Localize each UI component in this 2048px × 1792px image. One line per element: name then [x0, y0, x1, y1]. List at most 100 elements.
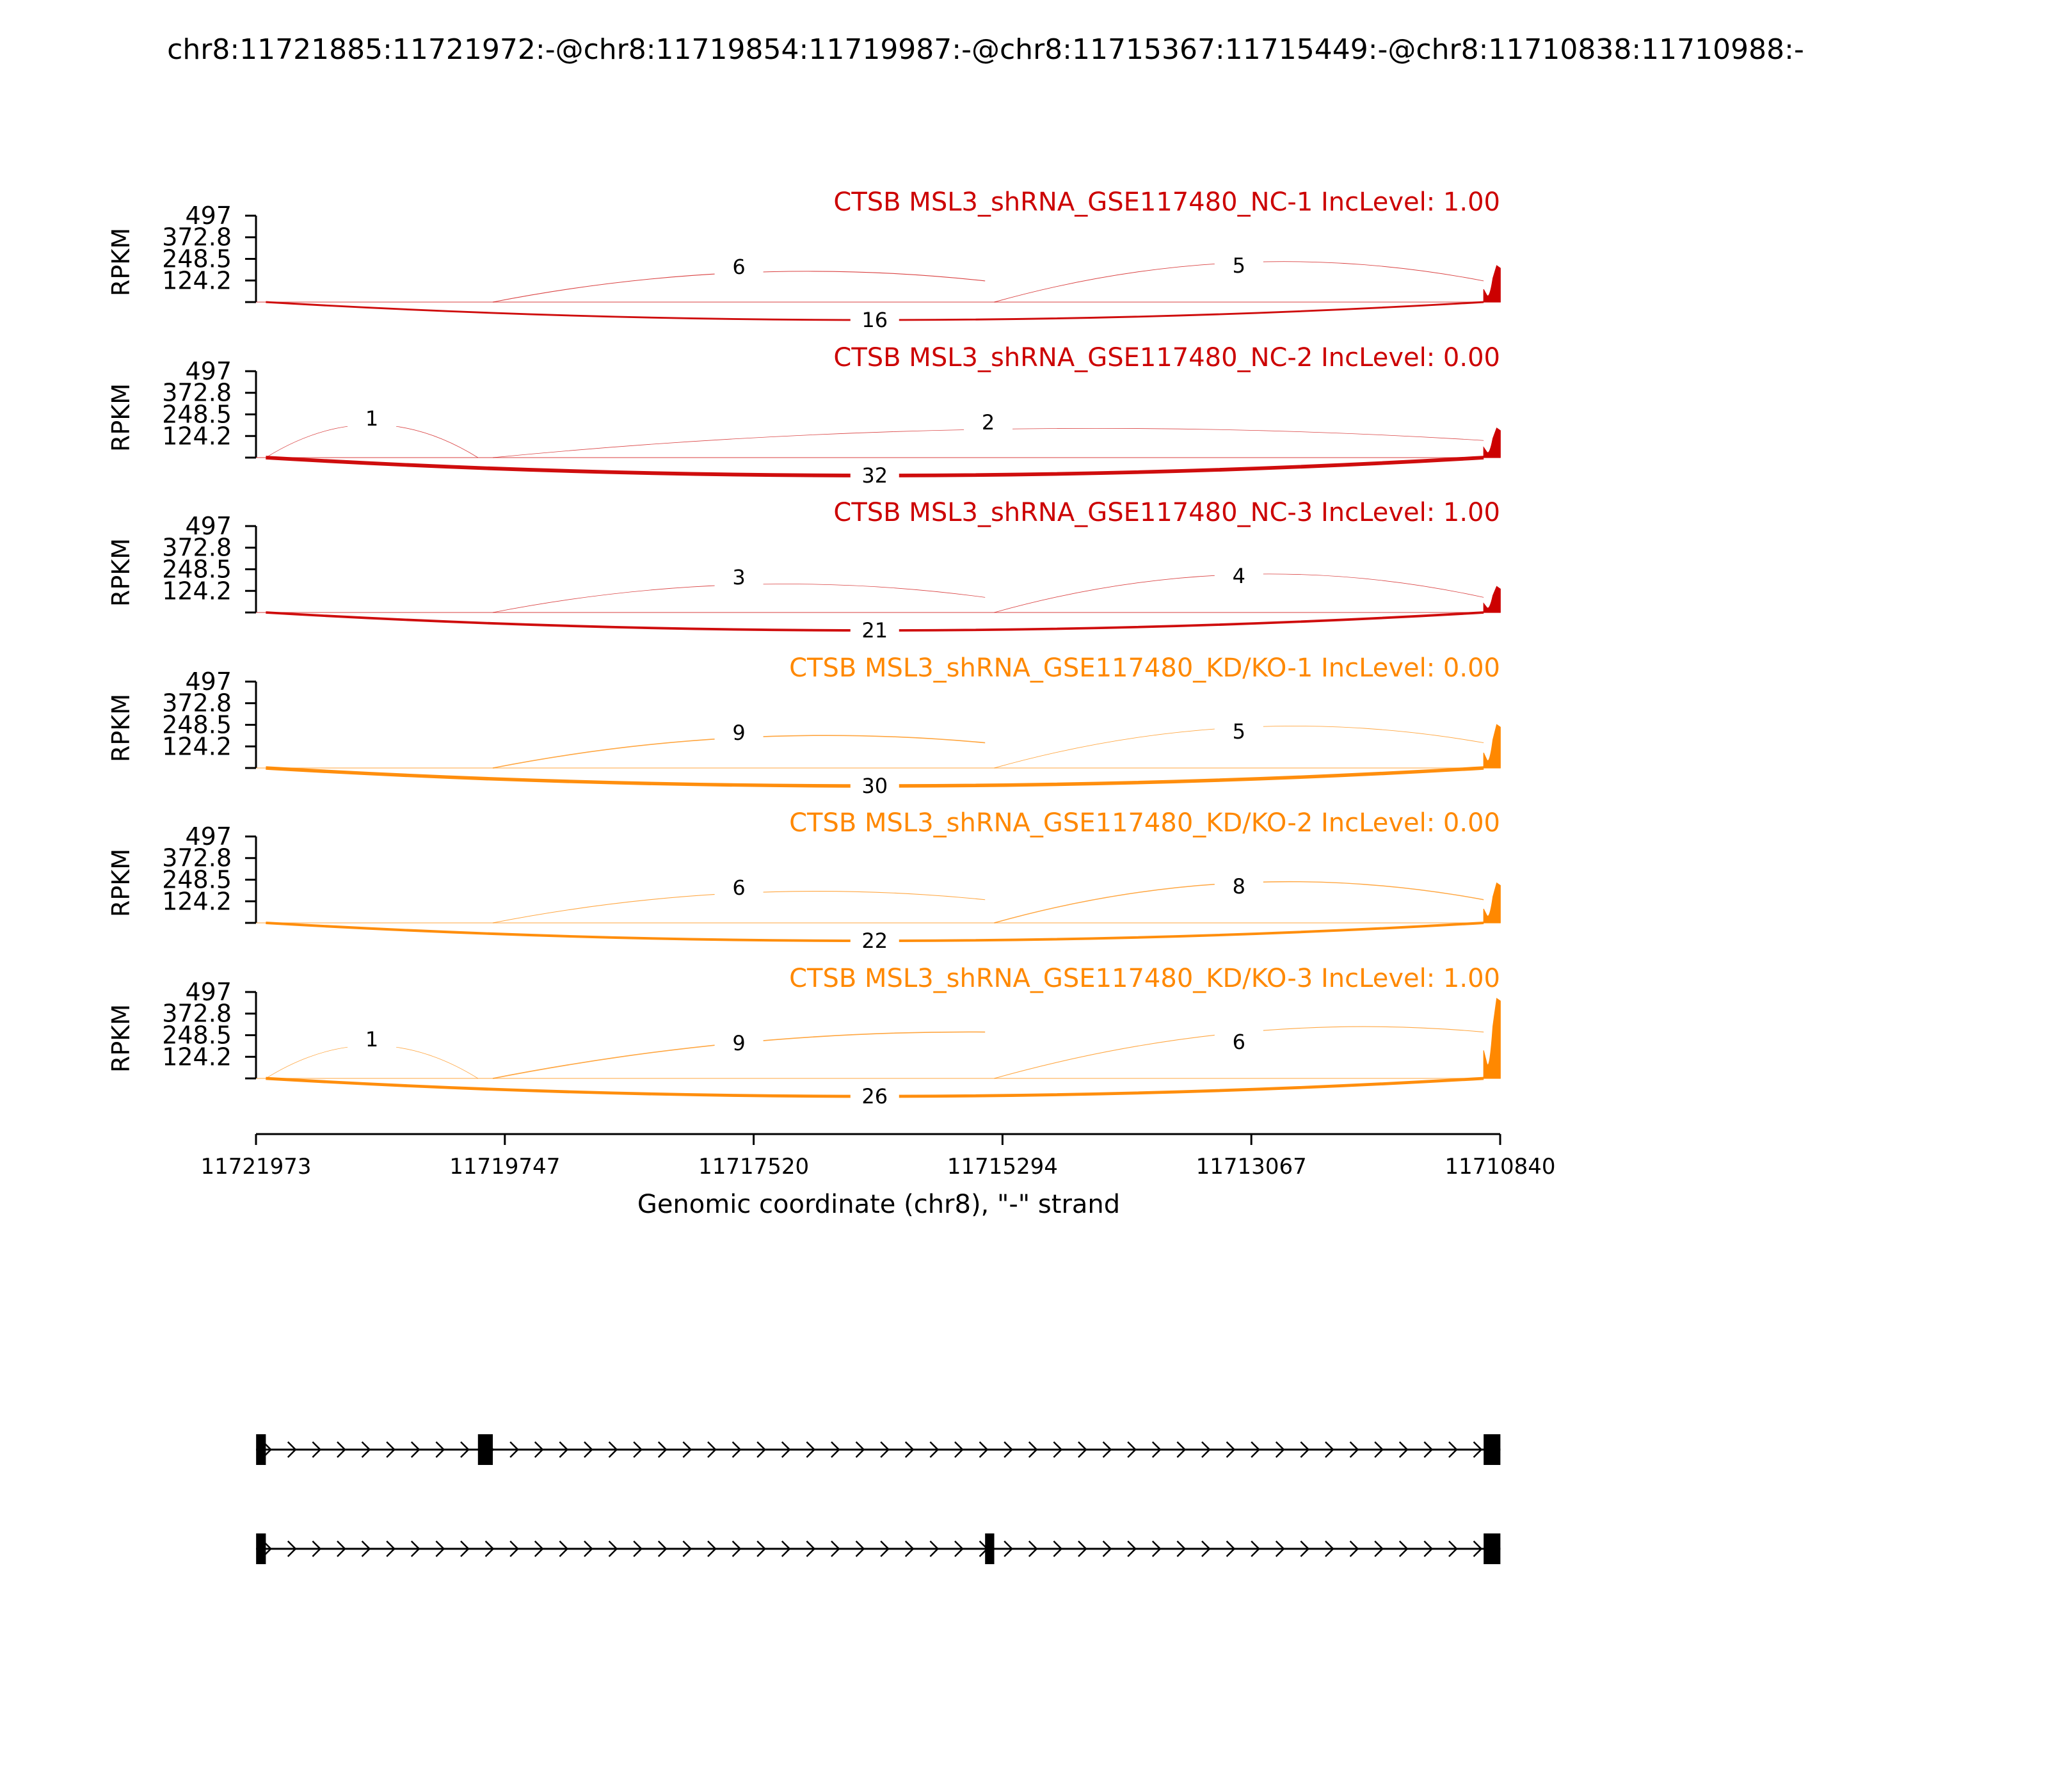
y-tick-label: 124.2: [162, 422, 232, 450]
y-tick-label: 248.5: [162, 245, 232, 273]
y-tick-label: 124.2: [162, 266, 232, 294]
strand-arrow: [979, 1441, 989, 1458]
strand-arrow: [534, 1441, 544, 1458]
strand-arrow: [1423, 1441, 1434, 1458]
exon-block: [256, 1434, 266, 1465]
junction-count-label: 9: [732, 1031, 745, 1055]
junction-label-bg: [850, 615, 899, 646]
strand-arrow: [460, 1540, 470, 1557]
strand-arrow: [1473, 1540, 1483, 1557]
y-tick-label: 497: [185, 512, 232, 540]
strand-arrow: [287, 1540, 297, 1557]
y-tick-label: 372.8: [162, 689, 232, 717]
junction-count-label: 26: [861, 1084, 888, 1108]
strand-arrow: [1275, 1540, 1285, 1557]
y-tick-label: 124.2: [162, 1043, 232, 1071]
strand-arrow: [1398, 1540, 1409, 1557]
y-axis-label: RPKM: [107, 694, 135, 762]
coverage-peak: [1483, 998, 1501, 1079]
strand-arrow: [1127, 1441, 1137, 1458]
strand-arrow: [1448, 1540, 1458, 1557]
strand-arrow: [435, 1540, 445, 1557]
junction-count-label: 3: [732, 565, 745, 589]
junction-count-label: 6: [1233, 1030, 1245, 1054]
sample-title: CTSB MSL3_shRNA_GSE117480_KD/KO-3 IncLev…: [789, 964, 1500, 993]
strand-arrow: [1448, 1441, 1458, 1458]
strand-arrow: [435, 1441, 445, 1458]
strand-arrow: [361, 1441, 371, 1458]
junction-label-bg: [714, 252, 764, 282]
junction-label-bg: [1214, 561, 1263, 591]
junction-label-bg: [850, 925, 899, 956]
strand-arrow: [484, 1540, 495, 1557]
strand-arrow: [1176, 1540, 1187, 1557]
sample-title: CTSB MSL3_shRNA_GSE117480_NC-2 IncLevel:…: [833, 343, 1500, 372]
junction-label-bg: [850, 305, 899, 335]
junction-count-label: 30: [861, 774, 888, 798]
strand-arrow: [756, 1540, 766, 1557]
strand-arrow: [732, 1540, 742, 1557]
strand-arrow: [584, 1540, 593, 1557]
strand-arrow: [1127, 1540, 1137, 1557]
strand-arrow: [707, 1540, 717, 1557]
strand-arrow: [657, 1540, 668, 1557]
strand-arrow: [1398, 1441, 1409, 1458]
transcript-tracks: [256, 1434, 1501, 1564]
strand-arrow: [287, 1441, 297, 1458]
y-axis-label: RPKM: [107, 383, 135, 452]
junction-count-label: 2: [982, 410, 995, 435]
junction-count-label: 16: [861, 308, 888, 332]
y-tick-label: 248.5: [162, 556, 232, 584]
strand-arrow: [559, 1441, 569, 1458]
strand-arrow: [756, 1441, 766, 1458]
x-axis-label: Genomic coordinate (chr8), "-" strand: [637, 1190, 1120, 1219]
y-tick-label: 372.8: [162, 844, 232, 872]
strand-arrow: [337, 1441, 346, 1458]
strand-arrow: [682, 1540, 692, 1557]
coverage-peak: [1483, 586, 1501, 613]
strand-arrow: [880, 1540, 890, 1557]
coverage-peak: [1483, 882, 1501, 924]
y-tick-label: 248.5: [162, 866, 232, 894]
strand-arrow: [1374, 1540, 1384, 1557]
strand-arrow: [633, 1540, 643, 1557]
junction-label-bg: [1214, 1027, 1263, 1057]
sample-title: CTSB MSL3_shRNA_GSE117480_NC-1 IncLevel:…: [833, 188, 1500, 217]
strand-arrow: [831, 1540, 840, 1557]
junction-label-bg: [714, 1028, 764, 1059]
strand-arrow: [1053, 1441, 1063, 1458]
strand-arrow: [1226, 1441, 1236, 1458]
junction-count-label: 22: [861, 929, 888, 953]
y-tick-label: 248.5: [162, 711, 232, 739]
strand-arrow: [806, 1441, 816, 1458]
strand-arrow: [509, 1540, 519, 1557]
strand-arrow: [386, 1540, 396, 1557]
y-axis-label: RPKM: [107, 538, 135, 607]
strand-arrow: [1325, 1540, 1334, 1557]
y-tick-label: 497: [185, 668, 232, 696]
strand-arrow: [855, 1441, 865, 1458]
sample-title: CTSB MSL3_shRNA_GSE117480_NC-3 IncLevel:…: [833, 498, 1500, 527]
junction-label-bg: [714, 717, 764, 748]
strand-arrow: [806, 1540, 816, 1557]
y-tick-label: 497: [185, 822, 232, 851]
strand-arrow: [559, 1540, 569, 1557]
strand-arrow: [1028, 1540, 1038, 1557]
exon-block: [256, 1533, 266, 1564]
strand-arrow: [584, 1441, 593, 1458]
junction-label-bg: [964, 407, 1013, 438]
strand-arrow: [361, 1540, 371, 1557]
strand-arrow: [657, 1441, 668, 1458]
strand-arrow: [1374, 1441, 1384, 1458]
junction-count-label: 5: [1233, 719, 1245, 744]
junction-count-label: 4: [1233, 564, 1245, 588]
junction-label-bg: [1214, 871, 1263, 902]
strand-arrow: [1349, 1441, 1359, 1458]
y-tick-label: 124.2: [162, 577, 232, 605]
y-tick-label: 248.5: [162, 401, 232, 429]
sample-title: CTSB MSL3_shRNA_GSE117480_KD/KO-2 IncLev…: [789, 808, 1500, 838]
